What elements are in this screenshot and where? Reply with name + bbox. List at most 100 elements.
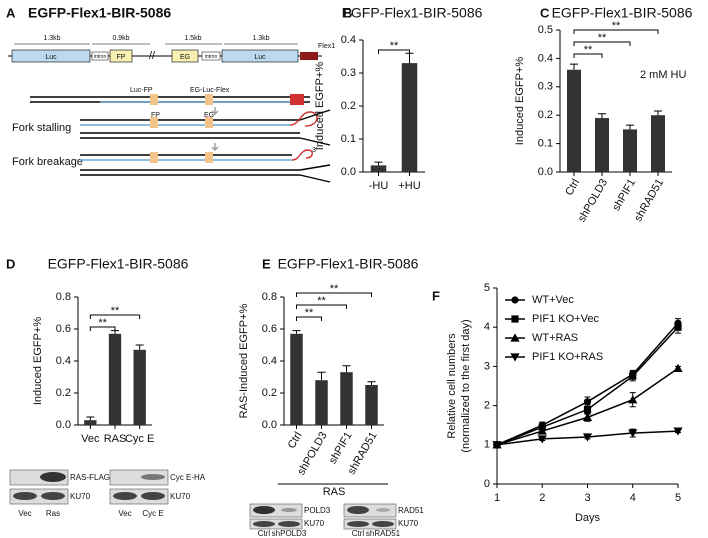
segment-label: intron (205, 54, 218, 60)
panel-letter: A (6, 5, 16, 20)
series-line (496, 322, 679, 446)
blots-d: RAS-FLAG KU70 Vec Ras Cyc E-HA KU70 Vec … (9, 469, 206, 518)
panel-letter: D (6, 256, 15, 271)
significance-label: ** (390, 40, 399, 52)
blot-label: RAD51 (398, 506, 424, 515)
y-axis-label: RAS-Induced EGFP+% (238, 303, 250, 418)
marker (673, 427, 683, 436)
error-bar (317, 371, 326, 381)
row-label: Fork breakage (12, 156, 83, 168)
lane-label: Cyc E (142, 509, 163, 518)
chart-title: EGFP-Flex1-BIR-5086 (278, 256, 419, 272)
y-tick-label: 0 (484, 478, 490, 490)
significance-label: ** (305, 307, 314, 319)
marker (628, 429, 638, 438)
intron-box (91, 51, 109, 61)
fork-label: Luc-FP (130, 87, 153, 94)
error-bar (374, 161, 383, 166)
bar (370, 165, 387, 172)
marker-box (150, 117, 158, 128)
legend-label: PIF1 KO+Vec (532, 313, 599, 325)
fork-label: EG (204, 112, 214, 119)
significance-label: ** (98, 317, 107, 329)
end-label: 3' (312, 147, 317, 154)
lane-label: Ctrl (352, 529, 365, 538)
y-tick-label: 0.2 (341, 100, 356, 112)
y-tick-label: 2 (484, 400, 490, 412)
panel-letter: E (262, 256, 271, 271)
flex-mark (290, 94, 304, 105)
lane-label: Vec (118, 509, 131, 518)
chart-title: EGFP-Flex1-BIR-5086 (342, 5, 483, 21)
size-label: 1.3kb (252, 35, 269, 42)
marker (510, 353, 520, 362)
bar (315, 380, 328, 425)
marker-box (150, 152, 158, 163)
bar (84, 420, 97, 425)
significance-label: ** (612, 20, 621, 32)
x-tick-label: 1 (494, 492, 500, 504)
lane-label: shPOLD3 (272, 529, 307, 538)
y-tick-label: 3 (484, 360, 490, 372)
significance-label: ** (584, 44, 593, 56)
band (141, 492, 165, 500)
marker (510, 333, 520, 342)
significance-label: ** (598, 32, 607, 44)
hairpin (289, 111, 318, 127)
y-tick-label: 0.2 (538, 109, 553, 121)
size-label: 1.5kb (184, 35, 201, 42)
fp-box (109, 49, 133, 63)
size-label: 1.3kb (43, 35, 60, 42)
error-bar (405, 52, 414, 64)
y-tick-label: 0.5 (538, 24, 553, 36)
blot (109, 469, 169, 486)
arrow (211, 107, 219, 115)
flex-label: Flex1 (318, 43, 335, 50)
marker-box (205, 94, 213, 105)
break-mark: // (149, 50, 156, 62)
y-tick-label: 0.8 (56, 291, 71, 303)
band (281, 508, 297, 512)
marker (629, 372, 637, 380)
x-tick-label: Vec (81, 433, 100, 445)
marker (492, 441, 502, 450)
band (41, 492, 65, 500)
panel-letter: B (343, 5, 352, 20)
y-tick-label: 0.0 (262, 419, 277, 431)
bar (133, 349, 146, 425)
y-tick-label: 0.1 (341, 133, 356, 145)
band (253, 506, 275, 514)
marker (628, 395, 638, 404)
y-tick-label: 1 (484, 439, 490, 451)
y-tick-label: 0.8 (262, 291, 277, 303)
fork-label: FP (151, 112, 160, 119)
band (347, 521, 369, 527)
band (278, 521, 300, 527)
bar (623, 129, 637, 172)
chart-title: EGFP-Flex1-BIR-5086 (552, 5, 693, 21)
panel-letter: F (432, 288, 440, 303)
significance-bracket (378, 49, 410, 54)
bar (595, 118, 609, 172)
lane-label: Ras (46, 509, 60, 518)
blot-label: KU70 (70, 492, 91, 501)
blot-label: POLD3 (304, 506, 331, 515)
construct: 1.3kb 0.9kb 1.5kb 1.3kb Luc intron FP //… (8, 35, 335, 63)
bar (290, 333, 303, 425)
legend-label: WT+RAS (532, 332, 578, 344)
lane-label: Ctrl (258, 529, 271, 538)
marker-box (150, 94, 158, 105)
marker-box (205, 152, 213, 163)
bar (567, 69, 581, 172)
x-tick-label: Ctrl (563, 177, 582, 198)
group-label: RAS (323, 486, 346, 498)
y-tick-label: 0.6 (56, 323, 71, 335)
row-label: Fork stalling (12, 122, 71, 134)
band (347, 506, 369, 514)
band (40, 472, 66, 482)
marker (583, 405, 592, 414)
segment-label: EG (180, 54, 190, 61)
y-axis-label: Relative cell numbers (446, 333, 458, 439)
y-tick-label: 4 (484, 321, 490, 333)
significance-bracket (573, 41, 631, 46)
